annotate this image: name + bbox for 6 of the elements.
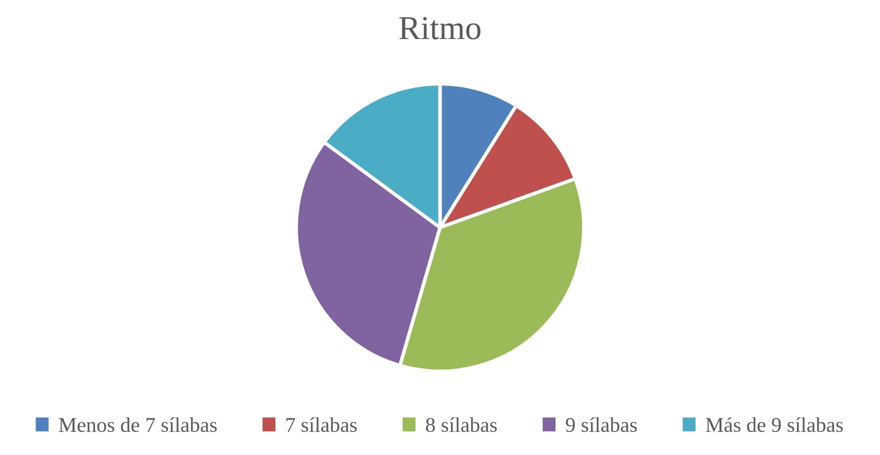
legend-label: 7 sílabas [286,417,357,432]
legend-label: 8 sílabas [426,417,497,432]
legend-label: Menos de 7 sílabas [58,417,217,432]
chart-title: Ritmo [399,16,480,40]
legend-label: Más de 9 sílabas [706,417,843,432]
legend-label: 9 sílabas [566,417,637,432]
